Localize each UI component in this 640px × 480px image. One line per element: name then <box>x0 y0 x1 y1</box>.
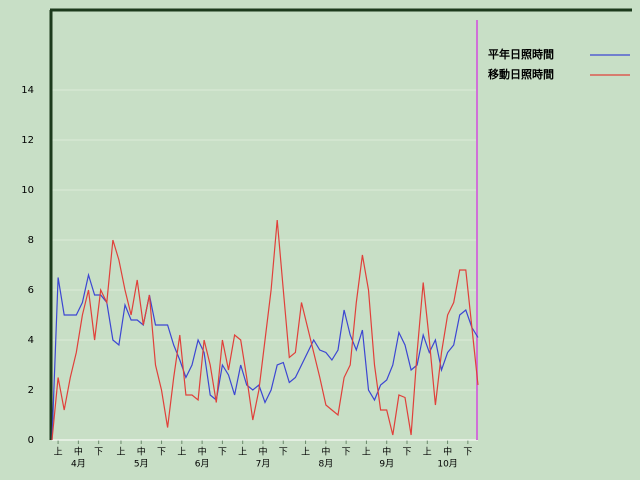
month-label: 9月 <box>379 459 394 470</box>
data-line <box>51 272 479 441</box>
month-label: 7月 <box>256 459 271 470</box>
legend-label: 平年日照時間 <box>488 47 554 61</box>
x-tick-label: 下 <box>157 448 166 458</box>
x-tick-label: 下 <box>279 448 288 458</box>
data-line <box>51 219 479 441</box>
month-label: 6月 <box>195 459 210 470</box>
x-tick-label: 下 <box>342 448 351 458</box>
x-tick-label: 下 <box>94 448 103 458</box>
y-tick-label: 12 <box>21 135 34 146</box>
y-tick-label: 14 <box>21 85 34 96</box>
x-tick-label: 上 <box>116 447 125 458</box>
x-tick-label: 上 <box>301 447 310 458</box>
y-tick-label: 2 <box>28 385 34 396</box>
y-tick-label: 4 <box>28 335 34 346</box>
x-tick-label: 上 <box>362 447 371 458</box>
x-tick-label: 下 <box>218 448 227 458</box>
x-tick-label: 中 <box>321 446 330 458</box>
month-label: 4月 <box>71 459 86 470</box>
x-tick-label: 上 <box>54 447 63 458</box>
y-tick-label: 8 <box>28 235 34 246</box>
x-tick-label: 中 <box>443 446 452 458</box>
x-tick-label: 下 <box>463 448 472 458</box>
month-label: 8月 <box>318 459 333 470</box>
month-label: 10月 <box>437 459 457 470</box>
x-tick-label: 中 <box>258 446 267 458</box>
y-tick-label: 0 <box>28 435 34 446</box>
legend-label: 移動日照時間 <box>488 67 554 81</box>
y-tick-label: 10 <box>21 185 34 196</box>
x-tick-label: 上 <box>423 447 432 458</box>
x-tick-label: 中 <box>137 446 146 458</box>
x-tick-label: 下 <box>402 448 411 458</box>
x-tick-label: 中 <box>382 446 391 458</box>
month-label: 5月 <box>134 459 149 470</box>
x-tick-label: 上 <box>238 447 247 458</box>
x-tick-label: 上 <box>177 447 186 458</box>
y-tick-label: 6 <box>28 285 34 296</box>
x-tick-label: 中 <box>198 446 207 458</box>
x-tick-label: 中 <box>74 446 83 458</box>
